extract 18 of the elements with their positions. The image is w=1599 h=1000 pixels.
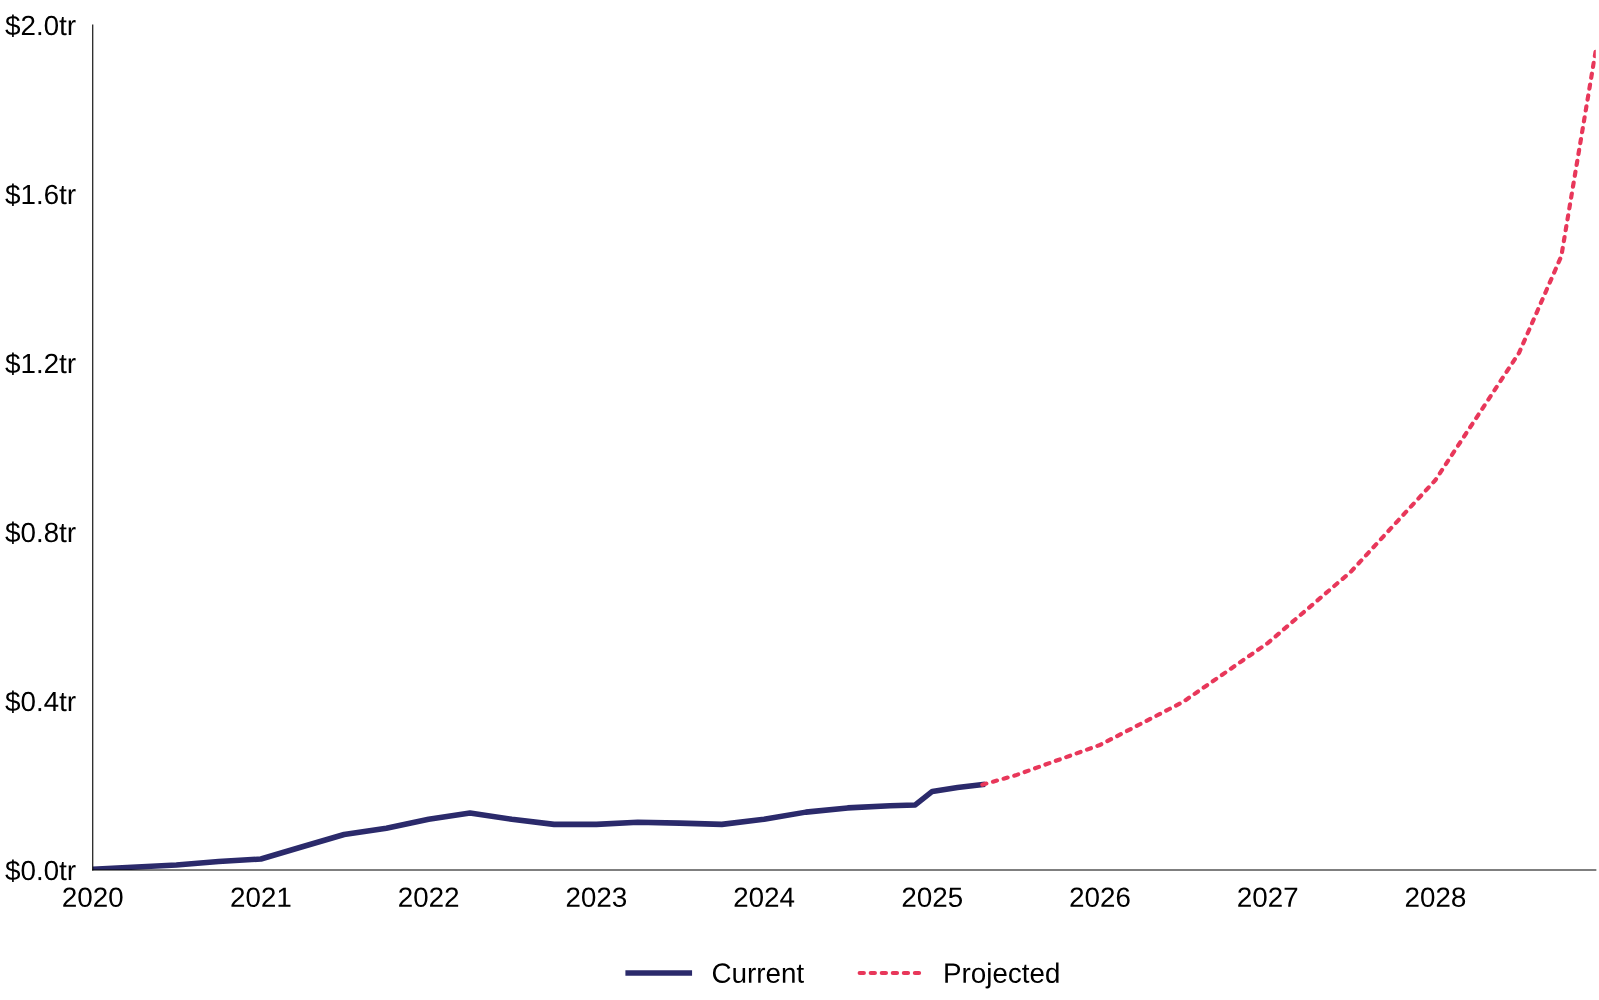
y-tick-label: $1.2tr xyxy=(5,352,76,375)
x-tick-label: 2021 xyxy=(231,887,291,908)
y-tick-label: $1.6tr xyxy=(5,183,76,206)
y-tick-label: $0.4tr xyxy=(5,690,76,713)
x-tick-label: 2027 xyxy=(1238,887,1298,908)
x-tick-label: 2022 xyxy=(399,887,459,908)
x-tick-label: 2020 xyxy=(63,887,123,908)
line-series xyxy=(980,48,1596,787)
x-tick-label: 2024 xyxy=(734,887,795,908)
legend-label: Current xyxy=(712,963,804,983)
legend-label: Projected xyxy=(945,962,1059,989)
x-tick-label: 2028 xyxy=(1405,887,1466,908)
x-tick-label: 2023 xyxy=(566,887,627,908)
x-tick-label: 2025 xyxy=(902,887,962,908)
y-tick-label: $2.0tr xyxy=(5,14,76,37)
y-tick-label: $0.8tr xyxy=(5,521,76,544)
x-tick-label: 2026 xyxy=(1070,887,1130,908)
y-tick-label: $0.0tr xyxy=(5,859,76,882)
